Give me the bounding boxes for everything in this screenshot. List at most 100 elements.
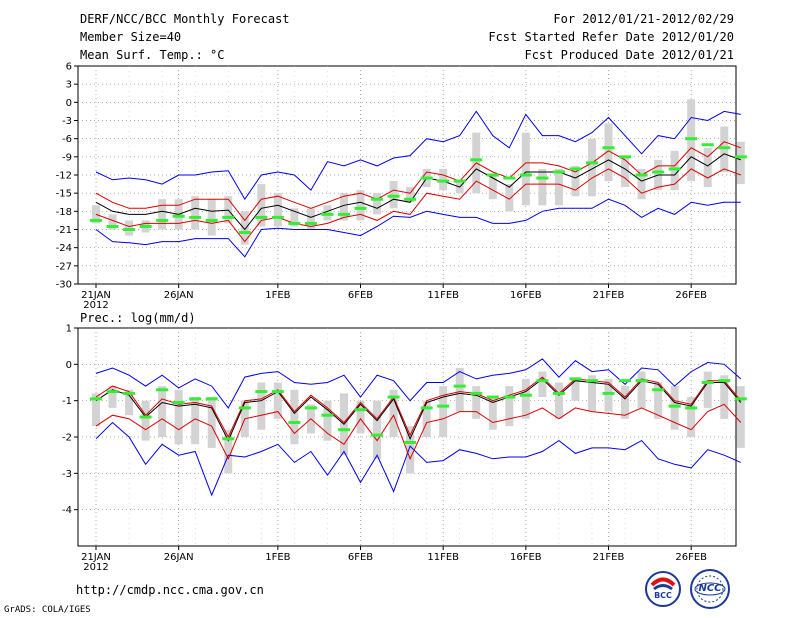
temp-observed-marker bbox=[304, 221, 317, 225]
precip-observed-marker bbox=[172, 400, 185, 404]
source-url[interactable]: http://cmdp.ncc.cma.gov.cn bbox=[76, 583, 264, 597]
precip-ensemble-box bbox=[505, 386, 514, 427]
temp-observed-marker bbox=[602, 146, 615, 150]
temp-ensemble-box bbox=[273, 193, 282, 227]
precip-ensemble-box bbox=[703, 371, 712, 408]
chart-title: DERF/NCC/BCC Monthly Forecast bbox=[80, 12, 290, 26]
precip-lower-line bbox=[95, 403, 742, 461]
precip-observed-marker bbox=[321, 413, 334, 417]
temp-ensemble-box bbox=[604, 123, 613, 182]
temp-x-tick-label: 21JAN bbox=[81, 290, 111, 301]
temp-observed-marker bbox=[635, 173, 648, 177]
precip-ensemble-box bbox=[323, 400, 332, 441]
temp-ensemble-box bbox=[720, 126, 729, 172]
precip-ensemble-box bbox=[488, 397, 497, 430]
temp-observed-marker bbox=[652, 170, 665, 174]
precip-mean-line bbox=[95, 378, 742, 442]
temp-observed-marker bbox=[90, 218, 102, 222]
precip-x-tick-label: 26FEB bbox=[675, 552, 707, 563]
precip-ensemble-box bbox=[108, 386, 117, 408]
precip-y-tick-label: 1 bbox=[66, 324, 72, 335]
precip-observed-marker bbox=[602, 391, 615, 395]
precip-observed-marker bbox=[519, 393, 532, 397]
temp-observed-marker bbox=[271, 215, 284, 219]
temp-observed-marker bbox=[354, 206, 367, 210]
temp-ensemble-box bbox=[158, 199, 167, 230]
precip-observed-marker bbox=[552, 391, 565, 395]
temp-observed-marker bbox=[255, 215, 268, 219]
precip-observed-marker bbox=[222, 437, 235, 441]
precip-observed-marker bbox=[420, 406, 433, 410]
precip-observed-marker bbox=[288, 420, 301, 424]
precip-x-tick-label: 1FEB bbox=[265, 552, 290, 563]
temp-ensemble-box bbox=[637, 168, 646, 200]
temp-observed-marker bbox=[222, 215, 235, 219]
ncc-logo-text: NCC bbox=[698, 583, 722, 594]
precip-ensemble-box bbox=[406, 426, 415, 474]
precip-observed-marker bbox=[404, 440, 417, 444]
temp-ensemble-box bbox=[670, 150, 679, 191]
precip-ensemble-box bbox=[273, 382, 282, 419]
precip-y-tick-label: -1 bbox=[62, 396, 72, 407]
temp-y-tick-label: -21 bbox=[56, 225, 72, 236]
temp-ensemble-box bbox=[339, 193, 348, 221]
precip-observed-marker bbox=[569, 377, 582, 381]
temp-observed-marker bbox=[552, 170, 565, 174]
precip-ensemble-box bbox=[191, 397, 200, 445]
precip-observed-marker bbox=[486, 395, 499, 399]
temp-ensemble-box bbox=[621, 156, 630, 188]
precip-ensemble-box bbox=[92, 393, 100, 427]
temp-observed-marker bbox=[238, 231, 251, 235]
temp-observed-marker bbox=[519, 173, 532, 177]
temp-observed-marker bbox=[503, 176, 516, 180]
temp-ensemble-box bbox=[92, 205, 100, 224]
temp-observed-marker bbox=[189, 215, 202, 219]
temp-x-tick-label: 1FEB bbox=[265, 290, 290, 301]
temp-ensemble-box bbox=[736, 141, 745, 185]
temp-observed-marker bbox=[321, 212, 334, 216]
temp-x-tick-label: 16FEB bbox=[510, 290, 542, 301]
temp-ensemble-box bbox=[257, 184, 266, 227]
precip-ensemble-box bbox=[670, 386, 679, 430]
precip-x-tick-label: 26JAN bbox=[164, 552, 194, 563]
precip-observed-marker bbox=[585, 379, 598, 383]
temp-observed-marker bbox=[453, 179, 466, 183]
temp-observed-marker bbox=[668, 167, 681, 171]
temp-observed-marker bbox=[156, 218, 169, 222]
temp-observed-marker bbox=[734, 155, 747, 159]
precip-observed-marker bbox=[90, 397, 102, 401]
temp-y-tick-label: -27 bbox=[56, 261, 72, 272]
precip-upper-line bbox=[95, 376, 742, 439]
precip-observed-marker bbox=[685, 406, 698, 410]
precip-min-line bbox=[95, 421, 741, 497]
precip-ensemble-box bbox=[587, 375, 596, 412]
precip-y-tick-label: -4 bbox=[62, 505, 72, 516]
precip-observed-marker bbox=[453, 384, 466, 388]
temp-observed-marker bbox=[139, 224, 152, 228]
precip-x-tick-label: 21JAN bbox=[81, 552, 111, 563]
temp-y-tick-label: 6 bbox=[66, 62, 72, 73]
precip-ensemble-box bbox=[422, 400, 431, 437]
member-size-label: Member Size=40 bbox=[80, 30, 182, 44]
precip-ensemble-box bbox=[373, 400, 382, 459]
temp-y-tick-label: -12 bbox=[56, 171, 72, 182]
temp-ensemble-box bbox=[571, 165, 580, 197]
temp-y-tick-label: -18 bbox=[56, 207, 72, 218]
precip-y-tick-label: -2 bbox=[62, 433, 72, 444]
precip-ensemble-box bbox=[389, 389, 398, 437]
temp-observed-marker bbox=[123, 228, 136, 231]
temp-ensemble-box bbox=[505, 184, 514, 212]
precip-ensemble-box bbox=[637, 371, 646, 408]
precip-y-tick-label: -3 bbox=[62, 469, 72, 480]
precip-ensemble-box bbox=[571, 378, 580, 401]
precip-observed-marker bbox=[205, 397, 218, 401]
precip-ensemble-box bbox=[472, 386, 481, 419]
temp-y-tick-label: -30 bbox=[56, 280, 72, 291]
temp-ensemble-box bbox=[290, 208, 299, 227]
precip-observed-marker bbox=[652, 388, 665, 392]
precip-observed-marker bbox=[387, 395, 400, 399]
temp-y-tick-label: -3 bbox=[62, 116, 72, 127]
precip-observed-marker bbox=[189, 397, 202, 401]
precip-observed-marker bbox=[238, 406, 251, 410]
temp-ensemble-box bbox=[521, 132, 530, 206]
